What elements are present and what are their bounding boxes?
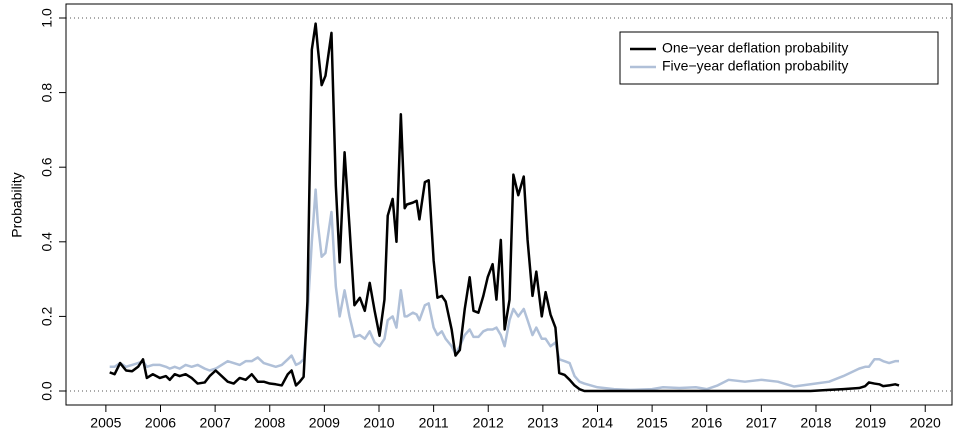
x-tick-label: 2017 xyxy=(746,415,777,431)
x-tick-label: 2012 xyxy=(473,415,504,431)
legend-box xyxy=(619,31,939,85)
x-tick-label: 2007 xyxy=(200,415,231,431)
legend-label: Five−year deflation probability xyxy=(662,58,848,74)
series-line xyxy=(109,22,900,393)
x-tick-label: 2020 xyxy=(910,415,941,431)
y-tick-label: 1.0 xyxy=(39,8,55,28)
x-tick-label: 2011 xyxy=(419,415,449,431)
x-tick-label: 2013 xyxy=(527,415,558,431)
y-tick-label: 0.4 xyxy=(39,232,55,252)
x-tick-label: 2018 xyxy=(800,415,831,431)
x-tick-label: 2010 xyxy=(363,415,394,431)
x-tick-label: 2019 xyxy=(855,415,886,431)
x-tick-label: 2015 xyxy=(637,415,668,431)
plot-frame xyxy=(65,3,953,406)
x-tick-label: 2005 xyxy=(90,415,121,431)
legend-label: One−year deflation probability xyxy=(662,40,848,56)
y-tick-label: 0.6 xyxy=(39,157,55,177)
x-tick-label: 2006 xyxy=(145,415,176,431)
series-line xyxy=(109,188,900,392)
x-tick-label: 2014 xyxy=(582,415,613,431)
y-tick-label: 0.0 xyxy=(39,381,55,401)
x-tick-label: 2009 xyxy=(309,415,340,431)
y-tick-label: 0.2 xyxy=(39,306,55,326)
y-tick-label: 0.8 xyxy=(39,83,55,103)
y-axis-label: Probability xyxy=(9,172,25,237)
x-tick-label: 2008 xyxy=(254,415,285,431)
x-tick-label: 2016 xyxy=(691,415,722,431)
